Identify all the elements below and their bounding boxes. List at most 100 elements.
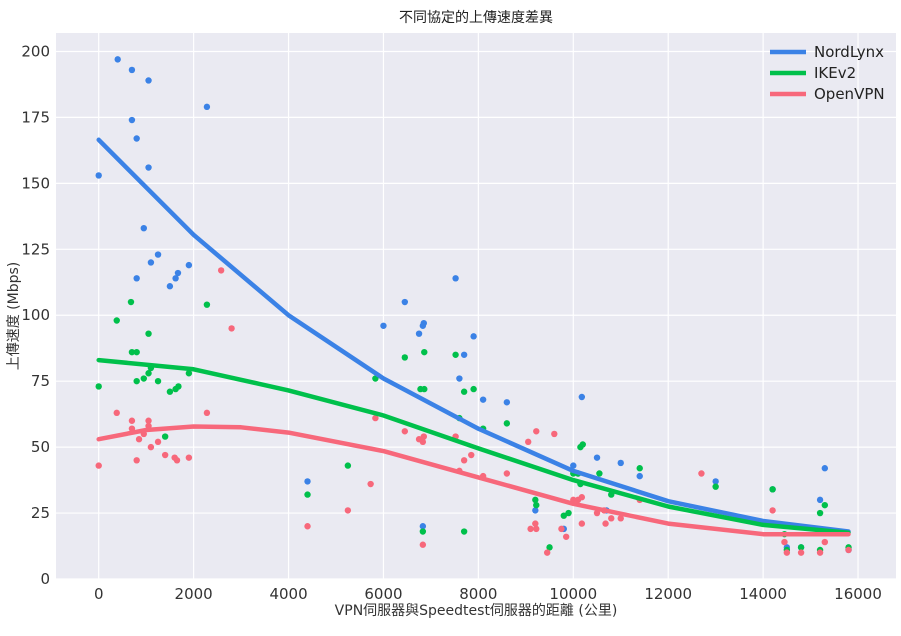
openvpn-point [185,454,193,461]
ikev2-point [636,465,643,472]
openvpn-point [419,541,427,548]
nordlynx-point [636,472,643,480]
openvpn-point [558,525,565,533]
ikev2-point [95,383,102,390]
ikev2-point [532,496,539,504]
x-tick-label: 14000 [739,585,787,603]
openvpn-point [372,414,379,422]
ikev2-trend-line [96,357,851,536]
openvpn-point [203,409,211,417]
x-tick-label: 8000 [459,585,497,603]
nordlynx-point [570,462,577,469]
nordlynx-point [456,375,463,382]
openvpn-point [419,438,427,446]
openvpn-point [525,438,532,446]
ikev2-point [419,528,427,535]
ikev2-point [769,486,776,493]
nordlynx-point [145,164,152,171]
openvpn-point [578,494,586,501]
ikev2-point [128,348,136,356]
openvpn-point [533,428,540,435]
ikev2-point [421,348,428,356]
nordlynx-point [145,77,152,84]
nordlynx-point [419,322,427,329]
ikev2-point [503,420,511,427]
openvpn-point [608,515,615,522]
y-tick-label: 0 [40,570,50,588]
nordlynx-point [185,261,193,269]
openvpn-point [821,538,829,546]
nordlynx-point [154,251,162,258]
openvpn-point [468,451,475,459]
nordlynx-point [821,465,829,472]
ikev2-point [145,330,152,337]
nordlynx-point [166,283,174,290]
ikev2-point [460,528,468,535]
y-tick-label: 75 [31,372,50,390]
ikev2-point [113,317,120,324]
ikev2-point [460,388,468,395]
nordlynx-point [140,224,147,232]
openvpn-point [95,462,102,469]
ikev2-point [560,512,567,519]
y-tick-label: 200 [21,42,50,60]
y-tick-label: 50 [31,438,50,456]
openvpn-point [617,515,624,522]
openvpn-point [128,417,136,424]
x-tick-label: 10000 [549,585,597,603]
y-tick-label: 175 [21,108,50,126]
ikev2-point [821,501,829,509]
nordlynx-point [401,298,409,306]
openvpn-point [367,480,374,488]
ikev2-point [161,433,169,440]
legend-nordlynx-label: NordLynx [814,43,884,61]
openvpn-point [533,525,540,533]
chart-title: 不同協定的上傳速度差異 [399,10,553,26]
openvpn-point [845,546,852,554]
openvpn-point [161,451,169,459]
openvpn-point [147,443,155,451]
openvpn-point [698,470,705,477]
ikev2-point [175,383,182,390]
nordlynx-point [380,322,387,329]
openvpn-point [503,470,511,477]
ikev2-point [421,385,428,393]
openvpn-point [145,417,152,424]
y-tick-label: 100 [21,306,50,324]
openvpn-point [113,409,120,417]
x-tick-label: 4000 [269,585,307,603]
nordlynx-point [172,275,179,282]
y-tick-label: 150 [21,174,50,192]
nordlynx-point [95,172,102,179]
nordlynx-point [128,116,136,124]
plot-area [56,33,896,579]
nordlynx-point [415,330,423,337]
ikev2-point [372,375,379,382]
ikev2-point [712,483,719,490]
openvpn-point [344,507,352,514]
nordlynx-point [133,275,140,282]
openvpn-point [527,525,534,533]
ikev2-point [470,385,477,393]
nordlynx-point [712,478,719,485]
nordlynx-point [304,478,311,485]
nordlynx-point [174,269,182,277]
nordlynx-point [128,66,136,74]
openvpn-point [217,267,225,274]
openvpn-point [783,549,791,556]
legend-ikev2-label: IKEv2 [814,64,856,82]
ikev2-point [127,298,135,306]
openvpn-point [173,457,181,464]
openvpn-point [593,509,601,517]
openvpn-point [543,549,551,556]
ikev2-point [401,354,409,361]
nordlynx-point [532,507,539,514]
nordlynx-point [470,333,477,340]
x-tick-label: 6000 [364,585,402,603]
openvpn-point [769,507,776,514]
nordlynx-point [503,399,511,406]
ikev2-point [154,377,162,385]
ikev2-point [565,509,572,517]
